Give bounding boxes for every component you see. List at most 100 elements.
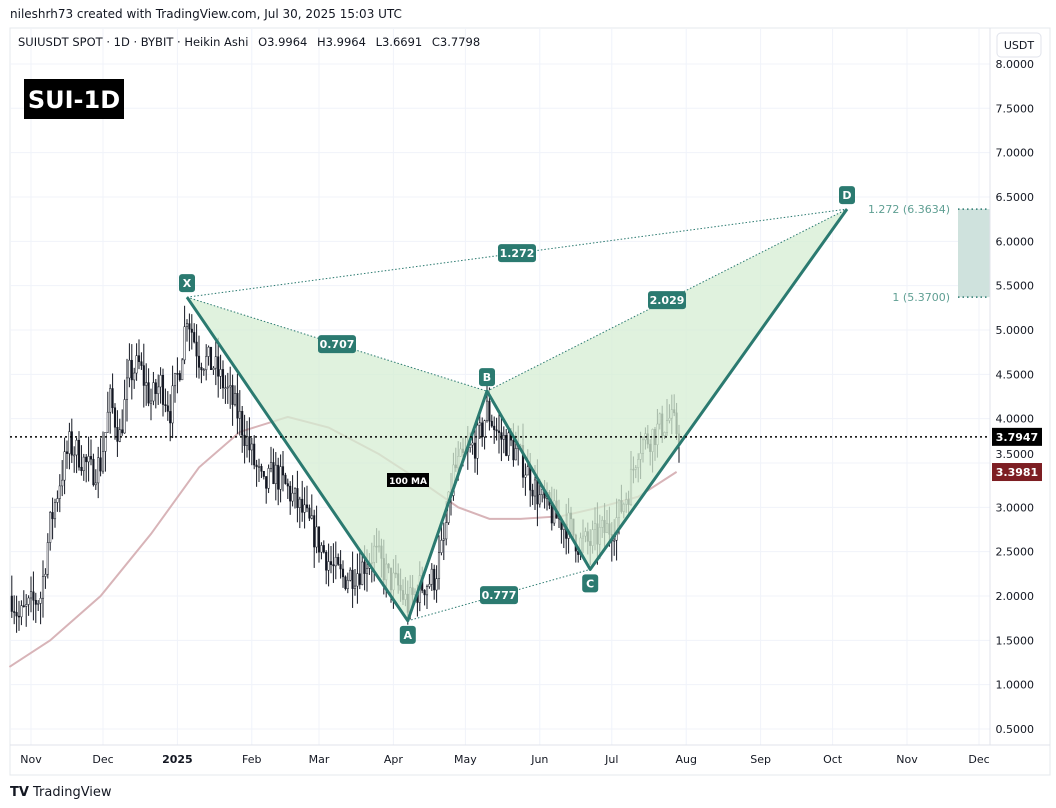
currency-button-label: USDT [1004,39,1035,52]
point-label-c[interactable]: C [586,577,594,590]
candle-body [481,422,484,438]
candle-body [257,466,261,468]
candle-body [507,432,510,456]
price-tick-label: 6.5000 [996,191,1035,204]
price-tick-label: 5.0000 [996,324,1035,337]
candle-body [135,355,138,374]
legend-low: L3.6691 [376,35,423,49]
currency-button[interactable] [996,32,1042,58]
candle-body [195,341,198,357]
candle-body [248,436,251,451]
point-label-x[interactable]: X [183,277,192,290]
candle-body [505,435,508,456]
credit-text: nileshrh73 created with TradingView.com,… [10,7,402,21]
candle-body [207,346,210,357]
candle-body [152,382,155,402]
harmonic-pattern[interactable]: 0.707 1.272 2.029 0.777 X A B C D 1.272 (6.3634) 1… [179,186,990,644]
point-label-box [582,574,599,593]
candle-body [346,580,349,589]
tradingview-logo[interactable]: TV TradingView [10,785,112,800]
candle-body [269,462,273,469]
time-tick-label: Aug [675,753,696,766]
ratio-label[interactable]: 0.707 [320,338,355,351]
candle-body [262,470,265,477]
candle-body [22,605,25,607]
ratio-label[interactable]: 2.029 [650,294,685,307]
candle-body [440,540,443,553]
candle-body [15,612,18,617]
candle-body [32,591,35,601]
time-tick-label: Apr [384,753,404,766]
candle-body [13,611,16,613]
candle-body [332,564,335,567]
candle-body [75,439,78,456]
ma-label-box [387,473,429,487]
candle-body [209,346,213,370]
candle-body [125,377,129,400]
candle-body [20,605,23,618]
candle-body [171,385,174,424]
point-label-a[interactable]: A [404,629,413,642]
time-tick-label: Nov [896,753,918,766]
candle-body [526,466,529,476]
legend-high: H3.9964 [317,35,366,49]
candle-body [53,502,57,520]
candle-body [500,432,503,440]
candle-body [298,498,301,508]
point-label-d[interactable]: D [842,189,851,202]
candle-body [313,515,316,548]
candle-body [65,451,69,454]
candle-body [221,369,225,389]
candle-body [49,512,52,543]
candle-body [238,411,241,419]
candle-body [173,373,177,387]
candle-body [80,466,83,472]
candle-body [445,522,448,540]
candle-body [329,561,333,565]
candle-body [133,372,136,381]
candle-body [63,451,66,481]
price-tick-label: 4.5000 [996,368,1035,381]
legend-close: C3.7798 [432,35,480,49]
candle-body [190,328,193,333]
candle-body [272,462,275,484]
title-badge-text: SUI-1D [28,86,120,114]
price-tick-label: 8.0000 [996,58,1035,71]
time-tick-label: Mar [309,753,330,766]
candle-body [188,323,191,330]
point-label-b[interactable]: B [483,371,491,384]
candle-body [70,431,73,456]
ratio-label[interactable]: 1.272 [500,247,535,260]
candle-body [277,464,280,490]
fib-zone-box [958,209,990,298]
candle-body [82,456,85,472]
candle-body [214,356,217,369]
candle-body [536,479,539,505]
candle-body [205,356,208,371]
ratio-label[interactable]: 0.777 [482,589,517,602]
candle-body [233,393,237,405]
price-tick-label: 3.5000 [996,448,1035,461]
time-tick-label: Feb [242,753,261,766]
candle-body [497,430,501,433]
candle-body [145,382,148,386]
candle-body [97,457,100,484]
candle-body [533,479,537,497]
candle-body [243,434,246,446]
candle-body [85,456,88,463]
pattern-line[interactable] [185,208,849,623]
time-tick-label: May [454,753,477,766]
time-tick-label: Jul [604,753,618,766]
candle-body [502,435,505,440]
time-tick-label: 2025 [162,753,193,766]
tradingview-logo-icon: TV [10,785,29,800]
price-tick-label: 2.5000 [996,546,1035,559]
candle-body [322,545,325,553]
candle-body [202,369,205,372]
candle-body [315,526,318,548]
candle-body [325,552,328,571]
price-tick-label: 1.5000 [996,634,1035,647]
candle-body [10,595,13,612]
point-label-box [179,274,195,293]
